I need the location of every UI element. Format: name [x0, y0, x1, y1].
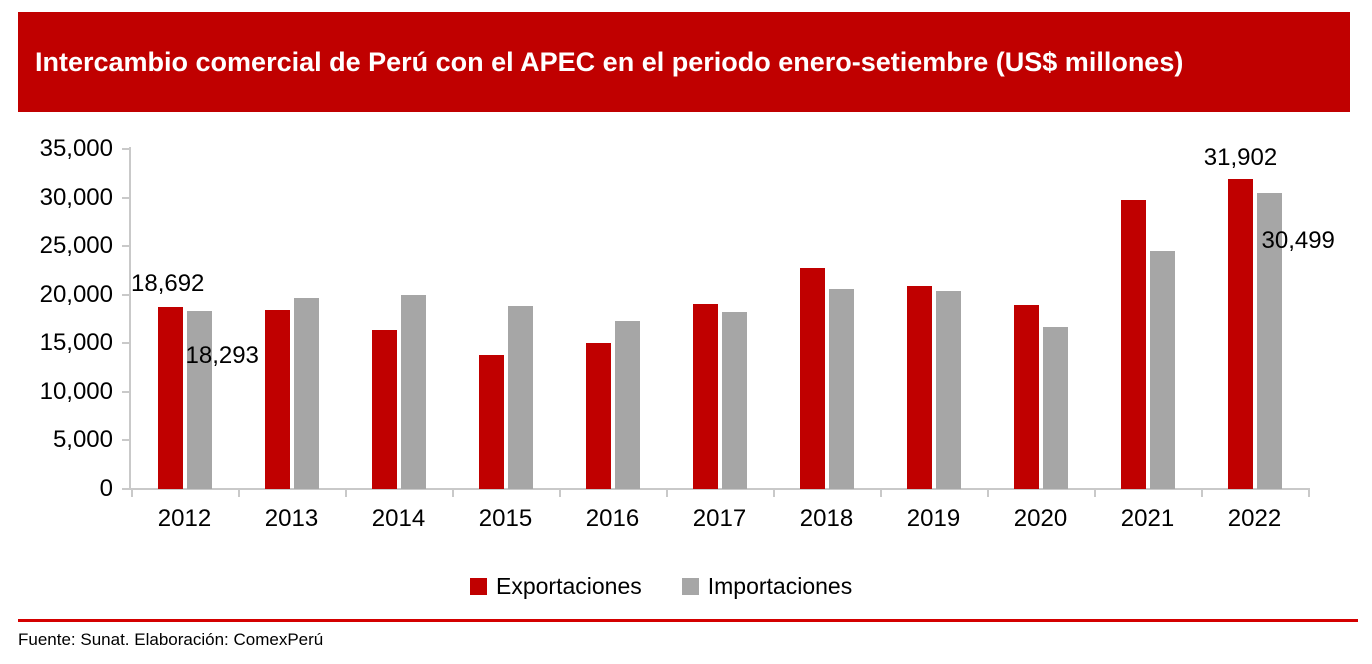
bar-exportaciones-2018	[799, 268, 825, 489]
legend: Exportaciones Importaciones	[470, 573, 852, 600]
bar-exportaciones-2017	[692, 304, 718, 489]
x-axis-label-2017: 2017	[692, 505, 747, 532]
y-axis-line	[129, 147, 131, 490]
x-axis-tick	[238, 490, 240, 497]
y-axis-label: 20,000	[39, 280, 113, 308]
bar-exportaciones-2012	[157, 307, 183, 489]
y-axis-tick	[122, 196, 129, 199]
x-axis-tick	[1201, 490, 1203, 497]
bar-exportaciones-2013	[264, 310, 290, 489]
y-axis-label: 10,000	[39, 377, 113, 405]
x-axis-label-2020: 2020	[1013, 505, 1068, 532]
x-axis-tick	[345, 490, 347, 497]
x-axis-tick	[880, 490, 882, 497]
data-label-exportaciones-2022: 31,902	[1203, 144, 1278, 172]
x-axis-tick	[987, 490, 989, 497]
bar-importaciones-2020	[1042, 326, 1068, 489]
x-axis-label-2016: 2016	[585, 505, 640, 532]
x-axis-tick	[1308, 490, 1310, 497]
legend-item-importaciones: Importaciones	[681, 573, 853, 600]
x-axis-line	[129, 488, 1310, 490]
x-axis-label-2013: 2013	[264, 505, 319, 532]
y-axis-tick	[122, 342, 129, 344]
x-axis-tick	[559, 490, 561, 497]
legend-label-exportaciones: Exportaciones	[496, 573, 642, 599]
legend-item-exportaciones: Exportaciones	[470, 573, 642, 600]
legend-swatch-importaciones-icon	[681, 578, 699, 595]
x-axis-label-2021: 2021	[1120, 505, 1175, 532]
x-axis-tick	[131, 490, 133, 497]
bar-importaciones-2022	[1256, 192, 1282, 489]
y-axis-label: 15,000	[39, 329, 113, 356]
bar-importaciones-2017	[721, 312, 747, 489]
bar-importaciones-2021	[1149, 250, 1175, 489]
y-axis-tick	[122, 439, 129, 441]
y-axis-tick	[122, 487, 129, 490]
x-axis-label-2012: 2012	[157, 505, 212, 532]
legend-swatch-exportaciones-icon	[470, 578, 487, 595]
x-axis-tick	[1094, 490, 1096, 497]
bar-exportaciones-2014	[371, 329, 397, 489]
x-axis-label-2018: 2018	[799, 505, 854, 532]
title-banner: Intercambio comercial de Perú con el APE…	[18, 12, 1350, 112]
source-note: Fuente: Sunat. Elaboración: ComexPerú	[18, 630, 324, 649]
bar-importaciones-2016	[614, 320, 640, 489]
y-axis-label: 0	[99, 474, 113, 502]
x-axis-label-2019: 2019	[906, 505, 961, 532]
data-label-exportaciones-2012: 18,692	[131, 270, 205, 298]
bar-exportaciones-2022	[1227, 179, 1253, 489]
bar-importaciones-2018	[828, 289, 854, 489]
y-axis-tick	[122, 245, 129, 247]
y-axis-tick	[122, 390, 129, 393]
y-axis-label: 30,000	[39, 183, 113, 211]
bar-importaciones-2015	[507, 306, 533, 489]
bar-exportaciones-2015	[478, 354, 504, 489]
x-axis-label-2022: 2022	[1227, 505, 1282, 532]
x-axis-tick	[452, 490, 454, 497]
data-label-importaciones-2022: 30,499	[1261, 226, 1335, 254]
x-axis-label-2015: 2015	[478, 505, 533, 532]
footer-divider	[18, 619, 1358, 622]
bar-exportaciones-2021	[1120, 200, 1146, 489]
bar-importaciones-2014	[400, 294, 426, 489]
bar-importaciones-2012	[186, 311, 212, 489]
bar-exportaciones-2019	[906, 285, 932, 489]
y-axis-label: 5,000	[52, 426, 113, 453]
x-axis-tick	[773, 490, 775, 497]
y-axis-label: 35,000	[39, 135, 113, 162]
data-label-importaciones-2012: 18,293	[185, 342, 259, 370]
x-axis-tick	[666, 490, 668, 497]
x-axis-label-2014: 2014	[371, 505, 426, 532]
y-axis-label: 25,000	[39, 232, 113, 259]
y-axis-tick	[122, 293, 129, 296]
chart-title: Intercambio comercial de Perú con el APE…	[35, 46, 1184, 77]
y-axis-tick	[122, 148, 129, 150]
bar-importaciones-2013	[293, 297, 319, 489]
legend-label-importaciones: Importaciones	[707, 573, 853, 599]
bar-exportaciones-2016	[585, 343, 611, 489]
bar-exportaciones-2020	[1013, 305, 1039, 489]
bar-importaciones-2019	[935, 291, 961, 489]
